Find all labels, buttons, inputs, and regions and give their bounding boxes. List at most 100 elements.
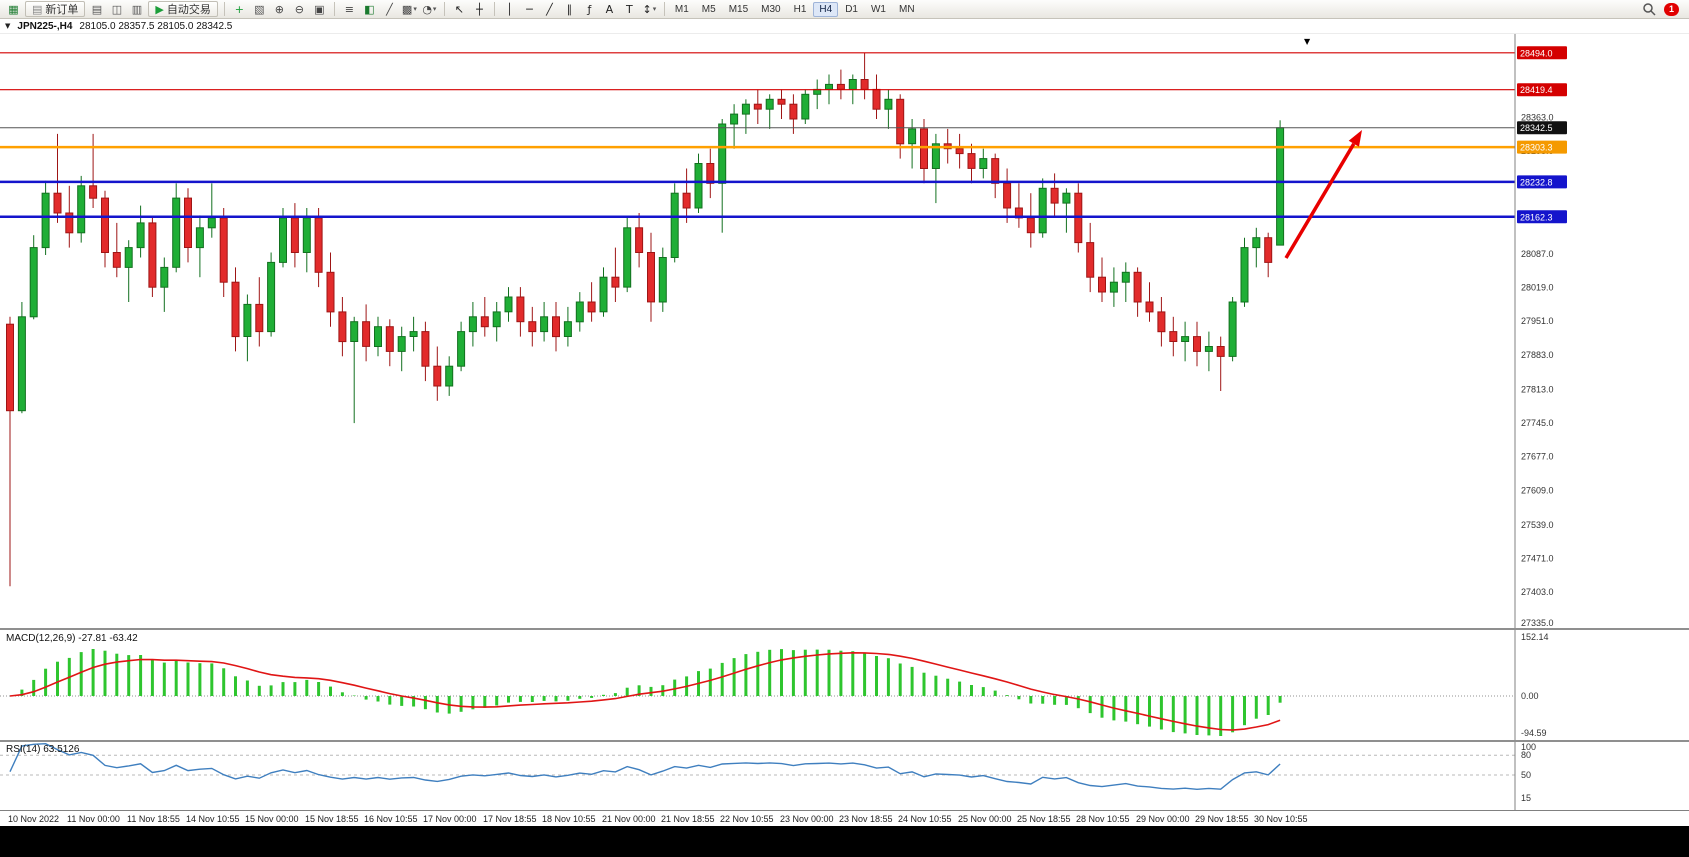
candle-body [825, 83, 833, 90]
horizontal-line-icon[interactable]: ─ [520, 1, 539, 17]
tile-windows-icon[interactable]: ▣ [310, 1, 329, 17]
candle-body [302, 217, 311, 253]
autotrading-button[interactable]: ▶ 自动交易 [148, 1, 218, 17]
time-axis-label: 24 Nov 10:55 [898, 814, 952, 824]
channel-icon[interactable]: ∥ [560, 1, 579, 17]
price-badge [1517, 46, 1567, 60]
chart-window-icon: ▦ [8, 2, 19, 16]
time-axis[interactable]: 10 Nov 2022 11 Nov 00:00 11 Nov 18:55 14 No… [0, 810, 1689, 826]
candle-body [1003, 182, 1012, 209]
candle-body [314, 217, 323, 273]
main-chart[interactable]: 28363.028295.028087.028019.027951.027883… [0, 34, 1689, 628]
price-axis-label: 27677.0 [1521, 452, 1554, 462]
candle-body [255, 303, 264, 333]
candle-body [920, 128, 928, 169]
timeframe-d1[interactable]: D1 [845, 3, 858, 15]
print-icon: ▤ [91, 2, 103, 16]
candle-body [753, 103, 762, 110]
time-axis-label: 28 Nov 10:55 [1076, 814, 1130, 824]
symbol-dropdown-icon[interactable]: ▼ [5, 22, 11, 30]
candle-body [789, 103, 798, 120]
time-axis-label: 17 Nov 18:55 [483, 814, 537, 824]
toolbar-right: 1 [1642, 2, 1685, 16]
candle-body [967, 153, 976, 169]
candle-body [1098, 276, 1106, 293]
trendline-icon[interactable]: ╱ [540, 1, 559, 17]
candle-body [658, 257, 667, 303]
time-axis-label: 22 Nov 10:55 [720, 814, 774, 824]
price-axis-label: 27471.0 [1521, 554, 1554, 564]
zoom-out-icon[interactable]: ⊖ [290, 1, 309, 17]
text-icon[interactable]: A [600, 1, 619, 17]
trend-arrow-annotation[interactable] [1284, 142, 1356, 259]
candle-body [112, 252, 121, 268]
price-axis-label: 27745.0 [1521, 418, 1554, 428]
line-chart-mode-icon[interactable]: ╱ [380, 1, 399, 17]
data-window-icon[interactable]: ▥ [127, 1, 146, 17]
chart-window-icon[interactable]: ▦ [4, 1, 23, 17]
time-axis-label: 10 Nov 2022 [8, 814, 60, 824]
objects-list-icon[interactable]: ▧ [250, 1, 269, 17]
time-axis-label: 25 Nov 18:55 [1017, 814, 1071, 824]
timeframe-w1[interactable]: W1 [870, 3, 886, 15]
price-badge [1517, 140, 1567, 154]
time-axis-label: 29 Nov 18:55 [1195, 814, 1249, 824]
macd-panel[interactable]: 152.14 0.00 -94.59 MACD(12,26,9) -27.81 -63… [0, 630, 1689, 740]
arrows-dropdown[interactable]: ↕ ▾ [640, 1, 659, 17]
profiles-dropdown[interactable]: ◔ ▾ [420, 1, 439, 17]
new-chart-icon: ▩ [401, 2, 413, 16]
chart-ohlc: 28105.0 28357.5 28105.0 28342.5 [79, 20, 233, 32]
time-axis-label: 11 Nov 18:55 [127, 814, 180, 824]
timeframe-m30[interactable]: M30 [761, 3, 781, 15]
timeframe-m15[interactable]: M15 [728, 3, 749, 15]
panel-divider[interactable] [0, 740, 1689, 742]
candle-body [647, 252, 655, 303]
timeframe-h4[interactable]: H4 [813, 1, 839, 17]
candle-body [267, 261, 276, 333]
vertical-line-icon[interactable]: │ [500, 1, 519, 17]
cursor-icon: ↖ [454, 2, 464, 16]
time-axis-label: 23 Nov 00:00 [780, 814, 834, 824]
candle-body [1193, 336, 1201, 352]
fibonacci-icon[interactable]: ƒ [580, 1, 599, 17]
time-axis-label: 30 Nov 10:55 [1254, 814, 1308, 824]
candle-body [77, 185, 86, 234]
candle-body [1050, 187, 1059, 204]
price-badge-label: 28419.4 [1520, 85, 1553, 95]
chart-header: ▼ JPN225-,H4 28105.0 28357.5 28105.0 283… [0, 19, 1689, 34]
new-order-button[interactable]: ▤ 新订单 [25, 1, 86, 17]
time-axis-label: 14 Nov 10:55 [186, 814, 240, 824]
text-label-icon[interactable]: T [620, 1, 639, 17]
candle-body [195, 227, 204, 249]
timeframe-mn[interactable]: MN [898, 3, 915, 15]
new-chart-dropdown[interactable]: ▩ ▾ [400, 1, 419, 17]
candle-body [184, 197, 192, 249]
candle-body [219, 217, 228, 283]
print-preview-icon[interactable]: ◫ [107, 1, 126, 17]
candle-body [670, 192, 679, 258]
timeframe-h1[interactable]: H1 [793, 3, 807, 15]
price-badge [1517, 175, 1567, 189]
timeframe-m1[interactable]: M1 [674, 3, 689, 15]
cursor-icon[interactable]: ↖ [450, 1, 469, 17]
crosshair-icon[interactable]: ┼ [470, 1, 489, 17]
bar-chart-mode-icon[interactable]: ≡ [340, 1, 359, 17]
panel-divider[interactable] [0, 628, 1689, 630]
candle-body [1026, 217, 1035, 234]
print-icon[interactable]: ▤ [87, 1, 106, 17]
chart-shift-marker[interactable]: ▼ [1304, 37, 1311, 46]
indicators-icon[interactable]: + [230, 1, 249, 17]
candle-body [908, 128, 917, 145]
candlestick-mode-icon[interactable]: ◧ [360, 1, 379, 17]
candle-body [599, 276, 608, 313]
candle-body [801, 93, 810, 120]
zoom-in-icon[interactable]: ⊕ [270, 1, 289, 17]
candle-body [848, 79, 857, 90]
timeframe-m5[interactable]: M5 [701, 3, 716, 15]
candle-body [409, 331, 418, 338]
notification-badge[interactable]: 1 [1664, 2, 1679, 16]
candle-body [1264, 237, 1273, 263]
search-icon[interactable] [1642, 2, 1656, 16]
